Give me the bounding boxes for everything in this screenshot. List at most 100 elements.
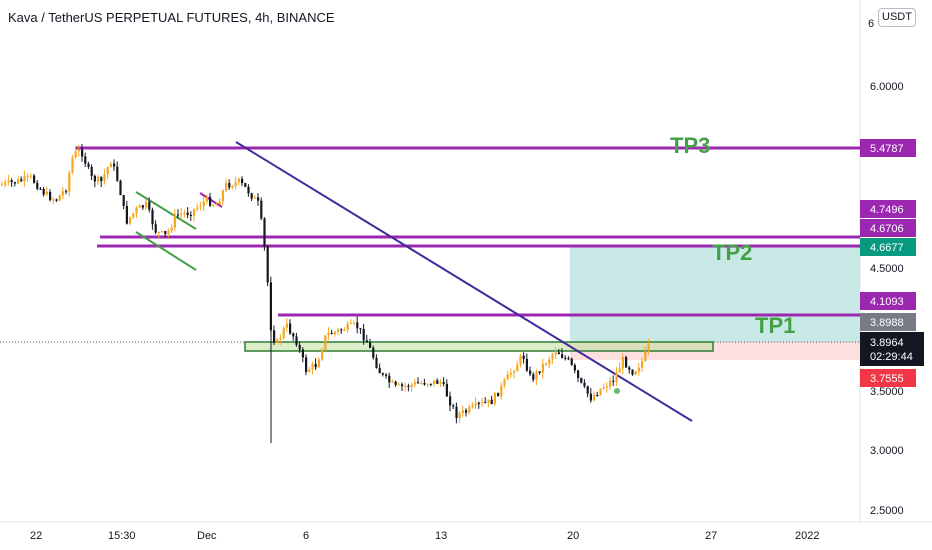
chart-title: Kava / TetherUS PERPETUAL FUTURES, 4h, B… [8, 10, 335, 25]
candle-body [321, 350, 324, 360]
candle-body [193, 209, 196, 216]
candle-body [561, 354, 564, 358]
candle-body [173, 214, 176, 228]
candle-body [247, 186, 250, 194]
time-label: 22 [30, 530, 42, 542]
candle-body [289, 323, 292, 334]
candle-body [541, 363, 544, 373]
support-box[interactable] [244, 341, 714, 352]
candle-body [548, 359, 551, 364]
candle-body [589, 393, 592, 401]
candle-body [215, 204, 218, 206]
candle-body [493, 392, 496, 405]
candle-body [145, 201, 148, 208]
candle-body [359, 328, 362, 330]
candle-body [212, 205, 215, 207]
candle-body [330, 332, 333, 335]
candle-body [183, 212, 186, 214]
candle-body [138, 205, 141, 208]
candle-body [45, 192, 48, 195]
candle-body [369, 342, 372, 348]
candle-body [641, 360, 644, 368]
candle-body [266, 246, 269, 283]
candle-body [305, 357, 308, 372]
svg-text:3.7555: 3.7555 [870, 373, 904, 385]
candle-body [497, 392, 500, 397]
price-tick: 3.5000 [870, 386, 904, 398]
candle-body [196, 207, 199, 210]
candle-body [141, 205, 144, 208]
candle-body [81, 149, 84, 157]
candle-body [39, 188, 42, 190]
candle-body [349, 322, 352, 324]
candle-body [260, 200, 263, 219]
candle-body [458, 413, 461, 419]
profit-zone[interactable] [570, 247, 860, 342]
candle-body [282, 328, 285, 338]
candle-body [631, 369, 634, 375]
candle-body [100, 176, 103, 182]
candle-body [13, 182, 16, 184]
candle-body [77, 149, 80, 152]
tp2-label: TP2 [712, 240, 752, 265]
candle-body [148, 201, 151, 210]
candle-body [244, 183, 247, 187]
candle-body [84, 156, 87, 164]
candle-body [26, 175, 29, 177]
candle-body [474, 402, 477, 406]
candle-body [583, 382, 586, 387]
candle-body [452, 405, 455, 407]
candle-body [68, 172, 71, 192]
candle-body [164, 231, 167, 235]
candle-body [615, 372, 618, 382]
signal-dot [614, 388, 620, 394]
candle-body [116, 166, 119, 181]
candle-body [103, 174, 106, 182]
candle-body [298, 344, 301, 350]
candle-body [301, 349, 304, 358]
candle-body [343, 330, 346, 332]
candle-body [394, 381, 397, 385]
candle-body [637, 367, 640, 372]
candle-body [644, 351, 647, 361]
candle-body [487, 399, 490, 403]
candle-body [426, 383, 429, 385]
candle-body [113, 163, 116, 167]
time-label: 6 [303, 530, 309, 542]
candle-body [628, 367, 631, 370]
candle-body [250, 193, 253, 199]
price-badge-tp3: 5.4787 [860, 139, 916, 157]
candle-body [317, 359, 320, 368]
candle-body [186, 212, 189, 215]
currency-button[interactable]: USDT [878, 8, 916, 27]
candle-body [417, 382, 420, 384]
channel-line-upper[interactable] [135, 191, 197, 230]
candle-body [237, 178, 240, 183]
candle-body [1, 184, 4, 186]
candle-body [234, 182, 237, 187]
candle-body [625, 357, 628, 368]
candle-body [65, 191, 68, 193]
candle-body [29, 175, 32, 177]
candle-body [97, 176, 100, 182]
candle-body [484, 402, 487, 404]
channel-line-lower[interactable] [135, 231, 197, 271]
candle-body [151, 209, 154, 225]
candle-body [90, 166, 93, 176]
candle-series [1, 143, 650, 443]
candle-body [413, 382, 416, 385]
candle-body [87, 163, 90, 167]
candle-body [202, 201, 205, 207]
candle-body [455, 406, 458, 419]
candle-body [346, 323, 349, 331]
time-label: Dec [197, 530, 217, 542]
svg-text:3.8988: 3.8988 [870, 317, 904, 329]
candle-body [580, 377, 583, 383]
candle-body [209, 196, 212, 206]
candle-body [605, 386, 608, 388]
candle-body [378, 367, 381, 374]
candle-body [292, 333, 295, 337]
candle-body [500, 385, 503, 397]
